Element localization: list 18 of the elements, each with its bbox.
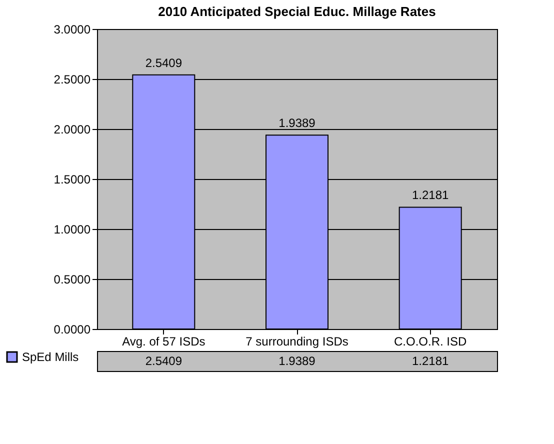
- data-label: 1.9389: [278, 354, 316, 368]
- annotation: 1.9389: [278, 116, 316, 130]
- y-tick-label: 1.5000: [54, 172, 91, 186]
- data-label: 2.5409: [145, 354, 182, 368]
- x-tick-label: C.O.O.R. ISD: [394, 334, 467, 348]
- y-tick-label: 0.0000: [54, 322, 91, 336]
- y-tick-label: 2.0000: [54, 122, 91, 136]
- x-tick-label: Avg. of 57 ISDs: [122, 334, 206, 348]
- annotation: 1.2181: [412, 188, 450, 202]
- y-tick-label: 0.5000: [54, 272, 91, 286]
- x-tick-label: 7 surrounding ISDs: [246, 334, 348, 348]
- y-tick-label: 2.5000: [54, 72, 91, 86]
- chart-title: 2010 Anticipated Special Educ. Millage Rates: [158, 4, 436, 19]
- y-tick-label: 1.0000: [54, 222, 91, 236]
- data-label: 1.2181: [412, 354, 450, 368]
- legend-label: SpEd Mills: [22, 350, 79, 364]
- annotation: 2.5409: [145, 56, 182, 70]
- y-tick-label: 3.0000: [54, 22, 91, 36]
